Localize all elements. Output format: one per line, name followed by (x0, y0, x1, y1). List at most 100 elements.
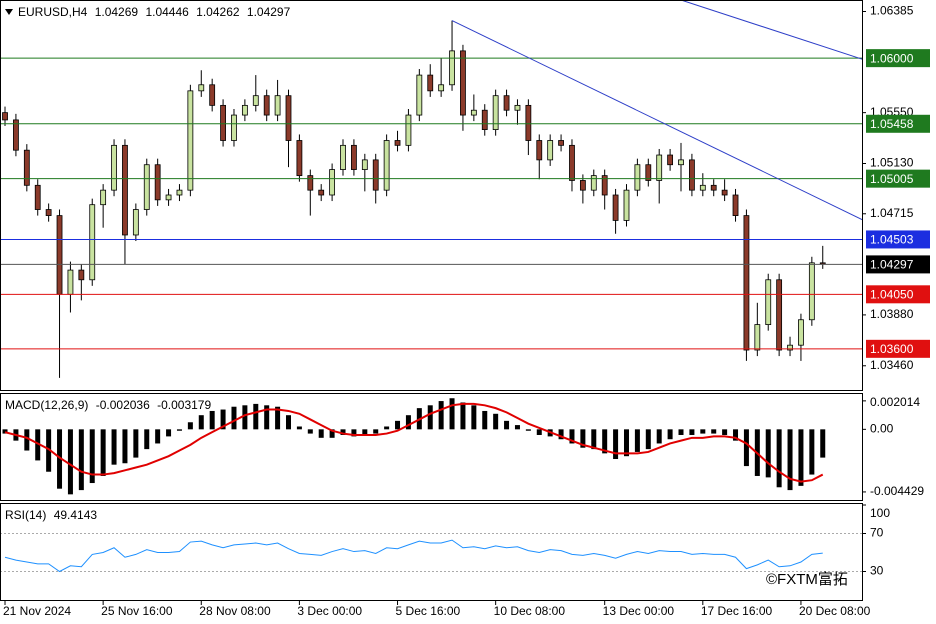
macd-bar (35, 429, 41, 461)
level-label-bg (866, 285, 930, 304)
macd-bar (253, 403, 259, 430)
y-tick-label: 1.06385 (870, 4, 914, 18)
level-label-bg (866, 230, 930, 249)
macd-bar (57, 429, 63, 489)
trend-line (451, 20, 862, 221)
macd-bar (536, 429, 542, 435)
level-label-bg (866, 169, 930, 188)
candle-body (721, 189, 728, 196)
macd-bar (504, 420, 510, 430)
macd-bar (405, 415, 411, 430)
candle-body (710, 184, 717, 191)
candle-body (78, 269, 85, 281)
macd-bar (384, 426, 390, 430)
macd-bar (209, 410, 215, 430)
candle-body (547, 140, 554, 161)
macd-bar (514, 425, 520, 430)
macd-bar (493, 413, 499, 430)
candle-body (296, 140, 303, 177)
candle-body (372, 159, 379, 191)
candle-body (340, 144, 346, 170)
level-label-bg (866, 49, 930, 68)
low: 1.04262 (196, 5, 240, 19)
macd-bar (743, 429, 749, 467)
candle-body (209, 84, 216, 106)
candle-body (13, 119, 19, 151)
y-tick-label: 1.03460 (870, 358, 914, 372)
candle-body (808, 262, 815, 321)
level-label: 1.06000 (870, 51, 914, 65)
x-tick-label: 10 Dec 08:00 (494, 604, 566, 618)
candle-body (45, 209, 52, 216)
macd-bar (602, 429, 608, 454)
signal-value: -0.003179 (157, 398, 211, 412)
candle-body (689, 159, 695, 191)
candle-body (56, 215, 63, 295)
candle-body (765, 279, 772, 325)
macd-bar (176, 429, 182, 431)
close: 1.04297 (247, 5, 291, 19)
x-tick-label: 28 Nov 08:00 (199, 604, 271, 618)
candle-body (798, 319, 804, 346)
macd-bar (24, 429, 30, 451)
candle-body (241, 104, 248, 116)
level-label: 1.04503 (870, 233, 914, 247)
candle-body (558, 140, 564, 146)
macd-bar (307, 429, 313, 434)
candle-body (514, 104, 521, 111)
macd-bar (656, 429, 662, 444)
candle-body (427, 74, 434, 92)
macd-frame (0, 393, 863, 501)
macd-bar (220, 409, 226, 430)
candle-body (198, 84, 205, 92)
candle-body (165, 194, 172, 201)
macd-bar (231, 406, 237, 430)
macd-title: MACD(12,26,9) (5, 398, 88, 412)
candle-body (67, 269, 74, 295)
rsi-frame (0, 503, 863, 601)
macd-bar (722, 429, 728, 435)
chart-header: EURUSD,H4 1.04269 1.04446 1.04262 1.0429… (18, 5, 291, 19)
macd-bar (645, 429, 651, 450)
candle-body (154, 164, 161, 201)
level-label: 1.04297 (870, 258, 914, 272)
axes: 1.063851.055501.051301.047151.038801.034… (3, 4, 930, 618)
candle-body (699, 184, 706, 191)
candle-body (34, 184, 41, 210)
x-tick-label: 25 Nov 16:00 (101, 604, 173, 618)
main-frame (0, 0, 863, 391)
macd-bar (700, 429, 706, 434)
candle-body (23, 149, 30, 186)
candle-body (187, 90, 194, 191)
macd-bar (591, 429, 597, 450)
macd-bar (78, 429, 84, 491)
macd-bar (111, 429, 117, 465)
y-tick-label: -0.004429 (870, 484, 924, 498)
macd-bar (678, 429, 684, 435)
candle-body (481, 109, 488, 130)
menu-arrow[interactable] (5, 9, 13, 15)
macd-bar (242, 405, 248, 430)
candle-body (383, 140, 390, 191)
macd-bar (329, 429, 335, 438)
candle-body (89, 204, 96, 281)
macd-bar (340, 429, 346, 435)
y-tick-label: 0.002014 (870, 395, 920, 409)
rsi-line (4, 539, 823, 573)
candle-body (143, 164, 150, 210)
candle-body (470, 109, 477, 116)
y-tick-label: 1.05130 (870, 156, 914, 170)
macd-value: -0.002036 (96, 398, 150, 412)
macd-bar (733, 429, 739, 441)
macd-bar (798, 429, 804, 486)
macd-bar (122, 429, 128, 464)
macd-bar (373, 429, 379, 434)
macd-bar (198, 415, 204, 430)
macd-bar (187, 422, 193, 430)
candle-body (361, 159, 368, 170)
candle-body (394, 140, 401, 146)
macd-bar (144, 429, 150, 450)
x-tick-label: 21 Nov 2024 (3, 604, 71, 618)
candle-body (754, 324, 761, 351)
macd-bar (634, 429, 640, 452)
